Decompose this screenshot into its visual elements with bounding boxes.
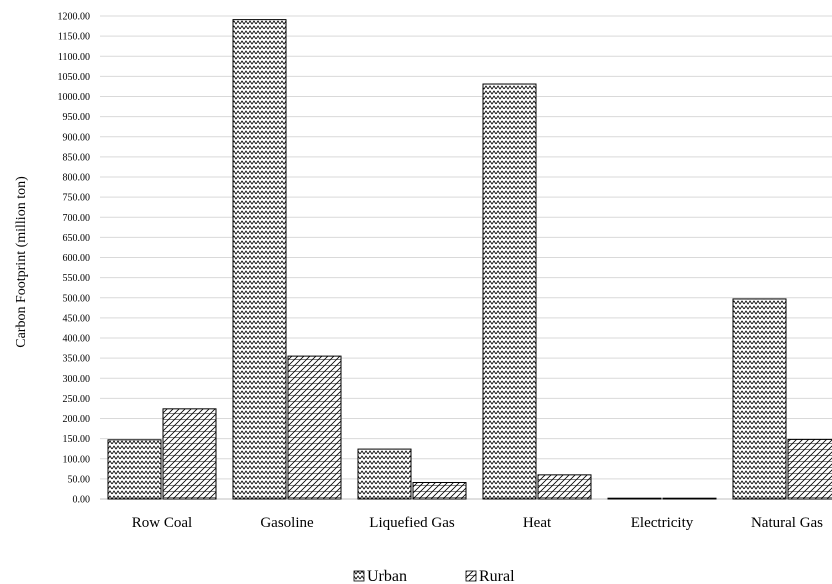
y-tick-label: 150.00 <box>63 434 91 445</box>
y-tick-label: 1150.00 <box>58 32 90 43</box>
y-tick-label: 600.00 <box>63 253 91 264</box>
y-tick-label: 650.00 <box>63 233 91 244</box>
bar-urban-row-coal <box>107 439 162 500</box>
legend: Urban Rural <box>353 568 515 584</box>
y-tick-label: 900.00 <box>63 132 91 143</box>
y-tick-label: 700.00 <box>63 213 91 224</box>
y-tick-label: 100.00 <box>63 454 91 465</box>
legend-swatch-rural <box>465 570 477 582</box>
y-tick-label: 850.00 <box>63 152 91 163</box>
bar-urban-electricity <box>607 497 662 500</box>
y-tick-label: 1200.00 <box>58 12 91 23</box>
y-tick-label: 250.00 <box>63 394 91 405</box>
y-tick-label: 950.00 <box>63 112 91 123</box>
y-tick-label: 50.00 <box>68 474 91 485</box>
bar-rural-heat <box>537 474 592 500</box>
y-tick-label: 550.00 <box>63 273 91 284</box>
legend-label-urban: Urban <box>367 568 407 584</box>
bar-urban-gasoline <box>232 19 287 500</box>
legend-label-rural: Rural <box>479 568 515 584</box>
y-tick-label: 1000.00 <box>58 92 91 103</box>
grid-lines <box>100 15 832 500</box>
bar-urban-natural-gas <box>732 298 787 500</box>
y-tick-labels: 0.00 50.00 100.00 150.00 200.00 250.00 300.00 3… <box>58 12 91 506</box>
y-tick-label: 200.00 <box>63 414 91 425</box>
bar-rural-electricity <box>662 497 717 500</box>
y-tick-label: 1050.00 <box>58 72 91 83</box>
bar-rural-natural-gas <box>787 438 832 500</box>
x-category-label: Heat <box>523 515 552 531</box>
x-category-label: Row Coal <box>132 515 192 531</box>
x-category-label: Electricity <box>631 515 694 531</box>
legend-swatch-urban <box>353 570 365 582</box>
y-tick-label: 350.00 <box>63 354 91 365</box>
y-tick-label: 800.00 <box>63 173 91 184</box>
bars <box>107 19 832 500</box>
y-tick-label: 450.00 <box>63 313 91 324</box>
bar-rural-row-coal <box>162 408 217 500</box>
y-axis-label: Carbon Footprint (million ton) <box>14 176 29 348</box>
y-tick-label: 500.00 <box>63 293 91 304</box>
bar-urban-heat <box>482 83 537 500</box>
bar-rural-liquefied-gas <box>412 481 467 500</box>
y-tick-label: 1100.00 <box>58 52 90 63</box>
x-category-label: Natural Gas <box>751 515 823 531</box>
y-tick-label: 300.00 <box>63 374 91 385</box>
x-category-label: Liquefied Gas <box>369 515 455 531</box>
y-tick-label: 400.00 <box>63 334 91 345</box>
y-tick-label: 0.00 <box>73 495 91 506</box>
bar-urban-liquefied-gas <box>357 448 412 500</box>
y-tick-label: 750.00 <box>63 193 91 204</box>
x-category-labels: Row Coal Gasoline Liquefied Gas Heat Electri… <box>132 515 823 531</box>
x-category-label: Gasoline <box>260 515 314 531</box>
bar-rural-gasoline <box>287 355 342 500</box>
